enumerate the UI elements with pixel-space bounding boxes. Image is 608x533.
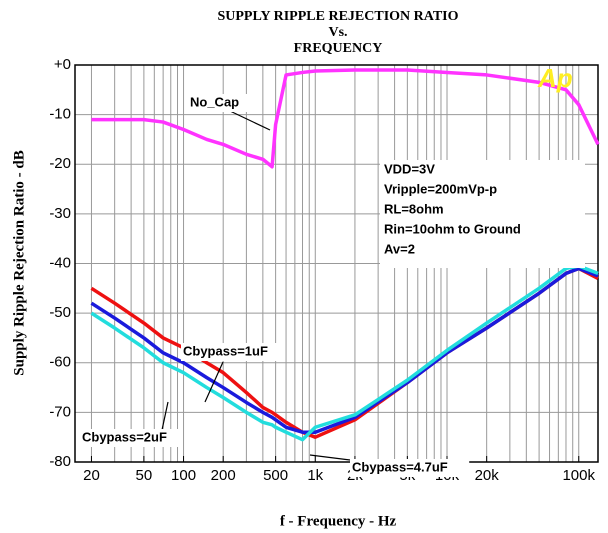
annotation: Av=2 — [384, 241, 415, 256]
label-pointer — [204, 361, 224, 403]
label-pointer — [161, 401, 169, 431]
y-tick-label: -30 — [49, 205, 71, 222]
label-pointer — [229, 110, 271, 131]
label-background — [80, 429, 183, 447]
annotation: Rin=10ohm to Ground — [384, 221, 521, 236]
x-tick-label: 100k — [562, 467, 595, 484]
logo: Ap — [537, 63, 573, 93]
annotation: VDD=3V — [384, 161, 435, 176]
y-tick-label: +0 — [54, 56, 71, 73]
annotation-background — [380, 160, 585, 268]
x-tick-label: 500 — [263, 467, 288, 484]
x-tick-label: 50 — [136, 467, 153, 484]
series-line — [91, 68, 600, 169]
chart-title: FREQUENCY — [294, 41, 383, 56]
label-background — [188, 94, 249, 112]
label-background — [181, 343, 284, 361]
x-tick-label: 1k — [307, 467, 323, 484]
x-tick-label: 100 — [171, 467, 196, 484]
chart-title: SUPPLY RIPPLE REJECTION RATIO — [217, 9, 458, 24]
x-tick-label: 20 — [83, 467, 100, 484]
series-line — [90, 264, 599, 442]
plot-frame — [74, 64, 599, 463]
y-tick-label: -20 — [49, 155, 71, 172]
annotation: RL=8ohm — [384, 201, 444, 216]
x-axis-label: f - Frequency - Hz — [280, 513, 397, 529]
y-tick-label: -80 — [49, 453, 71, 470]
series-label: Cbypass=2uF — [82, 429, 167, 444]
y-tick-label: -50 — [49, 304, 71, 321]
x-tick-label: 200 — [211, 467, 236, 484]
series-line — [90, 266, 599, 434]
x-tick-label: 20k — [475, 467, 500, 484]
series-label: No_Cap — [190, 94, 239, 109]
annotation: Vripple=200mVp-p — [384, 181, 497, 196]
y-tick-label: -10 — [49, 106, 71, 123]
y-axis-label: Supply Ripple Rejection Ratio - dB — [11, 150, 27, 375]
y-tick-label: -60 — [49, 354, 71, 371]
label-background — [350, 459, 470, 477]
y-tick-label: -40 — [49, 254, 71, 271]
series-label: Cbypass=4.7uF — [352, 459, 448, 474]
label-pointer — [309, 454, 351, 461]
chart-title: Vs. — [328, 25, 347, 40]
y-tick-label: -70 — [49, 403, 71, 420]
series-label: Cbypass=1uF — [183, 343, 268, 358]
